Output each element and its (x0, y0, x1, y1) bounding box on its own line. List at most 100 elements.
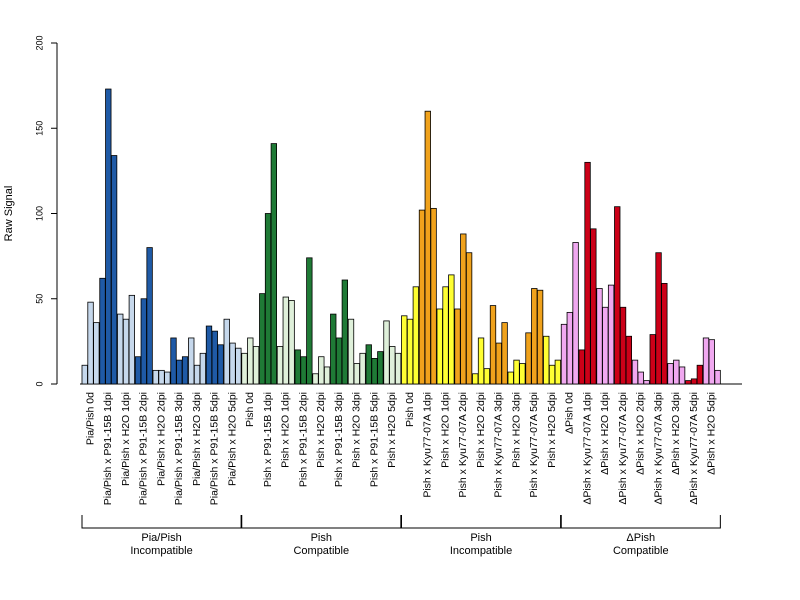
group-bracket (560, 515, 721, 529)
x-tick-label: Pish x P91-15B 3dpi (333, 392, 345, 487)
bar (649, 334, 656, 385)
bar (714, 369, 721, 385)
bar (690, 378, 698, 385)
bar (164, 371, 171, 385)
bar (128, 294, 136, 385)
bar (371, 358, 378, 385)
x-tick-label: Pia/Pish x H2O 5dpi (226, 392, 238, 486)
bar (359, 352, 366, 385)
bar (548, 364, 556, 385)
x-tick-label: Pish x Kyu77-07A 3dpi (493, 392, 505, 498)
x-tick-label: ΔPish 0d (564, 392, 576, 434)
bar (140, 298, 147, 385)
bar (708, 339, 715, 385)
bar (448, 274, 455, 385)
bar (365, 344, 372, 385)
bar (81, 364, 88, 385)
group-bracket (81, 515, 242, 529)
x-tick-label: Pish 0d (244, 392, 256, 427)
bar (578, 349, 585, 385)
bar (122, 318, 130, 385)
x-tick-label: Pish x H2O 3dpi (351, 392, 363, 468)
bar (465, 252, 473, 385)
bar (401, 315, 408, 385)
x-tick-label: Pish x H2O 5dpi (386, 392, 398, 468)
bar (554, 359, 561, 385)
bar (300, 356, 307, 385)
bar (199, 352, 207, 385)
bar (211, 330, 218, 385)
x-tick-label: Pia/Pish x H2O 2dpi (155, 392, 167, 486)
bar (495, 342, 502, 385)
bar (330, 313, 337, 385)
bar (531, 288, 538, 385)
bar (590, 228, 597, 385)
bar (430, 207, 437, 385)
bar (507, 371, 514, 385)
bar (353, 363, 360, 385)
bar (229, 342, 236, 385)
x-tick-label: Pish x H2O 1dpi (280, 392, 292, 468)
bar (424, 110, 431, 385)
x-tick-label: Pish x H2O 3dpi (510, 392, 522, 468)
y-axis: 0 50 100 150 200 (34, 35, 58, 387)
bar (619, 306, 627, 385)
group-brackets: Pia/PishIncompatiblePishCompatiblePishIn… (81, 515, 721, 557)
x-tick-label: Pish x Kyu77-07A 2dpi (457, 392, 469, 498)
bar (282, 296, 289, 385)
bar (436, 308, 443, 385)
bar (489, 305, 497, 385)
bar (501, 322, 508, 385)
bar (543, 335, 550, 385)
bar (643, 380, 650, 385)
x-tick-label: Pia/Pish x P91-15B 2dpi (138, 392, 150, 505)
group-label: Incompatible (450, 545, 512, 557)
bar (460, 233, 467, 385)
bar (158, 369, 165, 385)
bar (566, 311, 573, 385)
bar (655, 252, 662, 385)
bar (294, 349, 301, 385)
bar (318, 356, 325, 385)
x-tick-label: Pia/Pish x P91-15B 5dpi (209, 392, 221, 505)
bar (146, 247, 153, 385)
bar (205, 325, 213, 385)
bar (323, 366, 331, 385)
x-tick-label: ΔPish x Kyu77-07A 2dpi (617, 392, 629, 505)
x-tick-label: Pish x P91-15B 2dpi (297, 392, 309, 487)
group-label: Compatible (613, 545, 669, 557)
bar (377, 351, 384, 385)
group-label: Compatible (293, 545, 349, 557)
x-tick-label: ΔPish x H2O 3dpi (670, 392, 682, 475)
bar (134, 356, 142, 385)
bar (188, 337, 195, 385)
bar (235, 347, 242, 385)
bar (525, 332, 532, 385)
bar (702, 337, 710, 385)
x-tick-label: Pia/Pish 0d (84, 392, 96, 445)
x-tick-label: Pia/Pish x P91-15B 1dpi (102, 392, 114, 505)
bar (152, 369, 159, 385)
bar (442, 286, 449, 385)
bar (483, 368, 491, 385)
bar (383, 320, 390, 385)
x-tick-label: ΔPish x H2O 1dpi (599, 392, 611, 475)
group-label: ΔPish (626, 532, 655, 544)
x-tick-label: ΔPish x Kyu77-07A 1dpi (581, 392, 593, 505)
bar (637, 371, 644, 385)
bar (560, 323, 568, 385)
bar (696, 364, 703, 385)
bar (536, 289, 544, 385)
bar (270, 143, 278, 385)
bar (394, 352, 402, 385)
x-tick-label: Pish x P91-15B 1dpi (262, 392, 274, 487)
bar (389, 346, 396, 385)
bar (99, 277, 106, 385)
bar (596, 288, 603, 385)
bar (673, 359, 680, 385)
x-tick-label: Pia/Pish x P91-15B 3dpi (173, 392, 185, 505)
y-axis-label: Raw Signal (3, 186, 15, 242)
x-tick-label: Pish x H2O 2dpi (475, 392, 487, 468)
bar (607, 284, 615, 385)
bar (519, 363, 526, 385)
